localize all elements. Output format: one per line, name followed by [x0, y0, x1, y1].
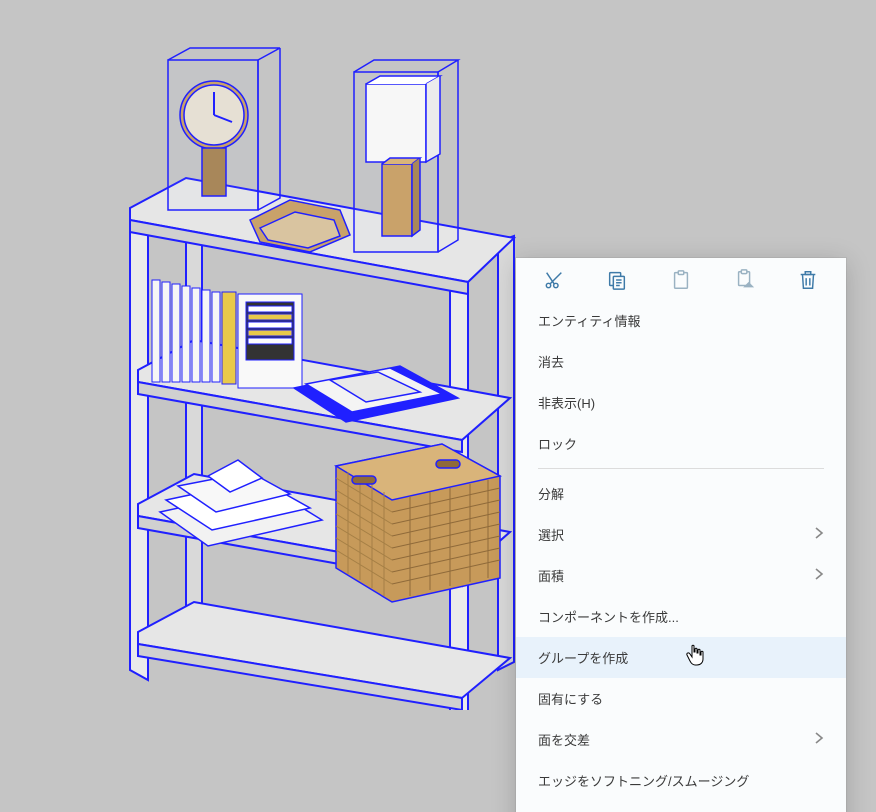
menu-item-label: 消去 [538, 352, 824, 371]
menu-item-erase[interactable]: 消去 [516, 341, 846, 382]
menu-item-make-group[interactable]: グループを作成 [516, 637, 846, 678]
cut-icon[interactable] [542, 268, 566, 292]
paste-in-place-icon[interactable] [733, 268, 757, 292]
menu-item-select[interactable]: 選択 [516, 514, 846, 555]
menu-item-area[interactable]: 面積 [516, 555, 846, 596]
menu-item-label: 面を交差 [538, 730, 814, 749]
menu-item-label: 固有にする [538, 689, 824, 708]
menu-item-label: 分解 [538, 484, 824, 503]
chevron-right-icon [814, 526, 824, 543]
menu-item-lock[interactable]: ロック [516, 423, 846, 464]
menu-item-entity-info[interactable]: エンティティ情報 [516, 300, 846, 341]
menu-item-soften-edges[interactable]: エッジをソフトニング/スムージング [516, 760, 846, 801]
menu-item-label: 非表示(H) [538, 393, 824, 412]
menu-item-intersect-faces[interactable]: 面を交差 [516, 719, 846, 760]
menu-item-label: エンティティ情報 [538, 311, 824, 330]
delete-icon[interactable] [796, 268, 820, 292]
menu-item-zoom-selection[interactable]: 選択をズーム [516, 801, 846, 812]
context-menu: エンティティ情報 消去 非表示(H) ロック 分解 選択 面積 コンポ [516, 258, 846, 812]
chevron-right-icon [814, 731, 824, 748]
context-menu-toolbar [516, 258, 846, 300]
menu-item-make-component[interactable]: コンポーネントを作成... [516, 596, 846, 637]
menu-item-label: グループを作成 [538, 648, 824, 667]
viewport-3d[interactable]: エンティティ情報 消去 非表示(H) ロック 分解 選択 面積 コンポ [0, 0, 876, 812]
menu-item-label: 面積 [538, 566, 814, 585]
menu-item-make-unique[interactable]: 固有にする [516, 678, 846, 719]
menu-item-explode[interactable]: 分解 [516, 473, 846, 514]
menu-item-label: ロック [538, 434, 824, 453]
chevron-right-icon [814, 567, 824, 584]
menu-item-hide[interactable]: 非表示(H) [516, 382, 846, 423]
menu-item-label: エッジをソフトニング/スムージング [538, 771, 824, 790]
selected-model-shelf[interactable] [90, 30, 550, 710]
menu-item-label: 選択 [538, 525, 814, 544]
paste-icon[interactable] [669, 268, 693, 292]
menu-divider [538, 468, 824, 469]
menu-item-label: コンポーネントを作成... [538, 607, 824, 626]
copy-icon[interactable] [605, 268, 629, 292]
